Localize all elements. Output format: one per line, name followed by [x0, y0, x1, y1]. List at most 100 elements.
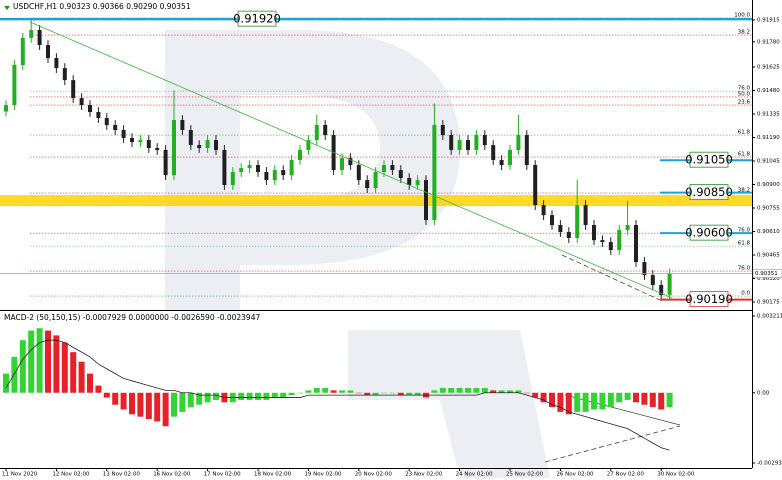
- x-tick-label: 12 Nov 02:00: [52, 472, 90, 478]
- histogram-bar: [658, 392, 665, 410]
- histogram-bar: [616, 392, 623, 403]
- histogram-bar: [87, 373, 93, 393]
- fib-label: 0.0: [741, 291, 750, 297]
- symbol-icon: [4, 6, 10, 10]
- candle-body: [642, 262, 647, 276]
- histogram-bar: [322, 387, 329, 393]
- candle-body: [306, 140, 311, 150]
- candle-body: [172, 119, 176, 176]
- fib-label: 61.8: [738, 152, 751, 158]
- dashed-line: [561, 254, 661, 301]
- histogram-bar: [187, 392, 194, 408]
- histogram-bar: [649, 392, 656, 408]
- candle-body: [625, 225, 630, 231]
- macd-line: [5, 339, 670, 451]
- histogram-bar: [448, 387, 455, 393]
- chart-title: USDCHF,H1 0.90323 0.90366 0.90290 0.9035…: [13, 2, 191, 11]
- bid-box: [752, 269, 782, 278]
- candle-body: [323, 125, 328, 136]
- level-label: 0.90600: [685, 226, 733, 240]
- candle-body: [256, 165, 260, 173]
- candle-body: [348, 158, 353, 166]
- candle-body: [188, 130, 193, 146]
- histogram-bar: [28, 330, 35, 393]
- candle-body: [482, 135, 487, 146]
- x-tick-label: 30 Nov 02:00: [657, 472, 695, 478]
- candle-body: [4, 105, 8, 112]
- candle-body: [356, 165, 361, 181]
- histogram-bar: [507, 390, 513, 393]
- candle-body: [466, 140, 470, 150]
- candle-body: [214, 140, 218, 150]
- candle-body: [634, 225, 638, 263]
- histogram-bar: [364, 392, 371, 396]
- x-tick-label: 11 Nov 2020: [2, 472, 38, 478]
- histogram-bar: [439, 387, 446, 393]
- histogram-bar: [78, 361, 85, 393]
- histogram-bar: [582, 392, 589, 412]
- candle-body: [550, 215, 554, 226]
- histogram-bar: [19, 340, 26, 393]
- histogram-bar: [305, 390, 312, 393]
- candle-body: [272, 170, 277, 181]
- histogram-bar: [633, 392, 639, 403]
- y-tick-label: 0.90755: [757, 206, 780, 212]
- level-label: 0.91920: [233, 12, 281, 26]
- histogram-bar: [397, 392, 404, 396]
- histogram-bar: [112, 392, 119, 405]
- candle-body: [289, 160, 294, 176]
- candle-body: [205, 140, 210, 149]
- x-tick-label: 25 Nov 02:00: [506, 472, 544, 478]
- candle-body: [440, 125, 445, 136]
- histogram-bar: [666, 392, 673, 408]
- histogram-bar: [238, 392, 245, 400]
- candle-body: [667, 273, 672, 296]
- candle-body: [180, 119, 185, 131]
- y-tick-label: 0.00: [757, 390, 770, 396]
- histogram-bar: [129, 392, 135, 415]
- histogram-bar: [481, 387, 488, 393]
- candle-body: [79, 98, 84, 106]
- histogram-bar: [473, 387, 480, 393]
- fib-label: 61.8: [738, 241, 751, 247]
- histogram-bar: [498, 390, 505, 393]
- fib-label: 38.2: [738, 188, 750, 194]
- fib-label: 76.0: [738, 86, 751, 92]
- histogram-bar: [355, 392, 362, 394]
- histogram-bar: [624, 392, 631, 400]
- y-tick-label: 0.90320: [757, 276, 780, 282]
- y-tick-label: 0.91780: [757, 39, 780, 45]
- candle-body: [424, 180, 428, 221]
- candle-body: [88, 105, 92, 113]
- candle-body: [432, 125, 437, 221]
- histogram-bar: [523, 392, 530, 394]
- x-tick-label: 19 Nov 02:00: [304, 472, 342, 478]
- candle-body: [71, 80, 76, 99]
- fib-label: 100.0: [734, 12, 750, 18]
- candle-body: [130, 137, 134, 143]
- candle-body: [373, 172, 378, 189]
- candle-body: [449, 135, 454, 150]
- candle-body: [104, 118, 109, 126]
- histogram-bar: [204, 392, 211, 403]
- candle-body: [121, 130, 126, 138]
- histogram-bar: [162, 392, 169, 427]
- x-tick-label: 13 Nov 02:00: [103, 472, 141, 478]
- histogram-bar: [11, 356, 18, 393]
- candle-body: [508, 149, 512, 166]
- candle-body: [113, 125, 118, 131]
- histogram-bar: [95, 385, 102, 393]
- candle-body: [491, 145, 496, 161]
- histogram-bar: [297, 392, 303, 394]
- candle-body: [516, 135, 521, 150]
- candle-body: [390, 165, 395, 171]
- histogram-bar: [330, 390, 337, 393]
- candle-body: [583, 205, 588, 226]
- x-tick-label: 16 Nov 02:00: [153, 472, 191, 478]
- histogram-bar: [532, 392, 539, 398]
- histogram-bar: [246, 392, 253, 400]
- trend-line: [29, 21, 673, 299]
- candle-body: [608, 242, 613, 251]
- y-tick-label: 0.91480: [757, 88, 780, 94]
- fib-label: 76.0: [738, 228, 751, 234]
